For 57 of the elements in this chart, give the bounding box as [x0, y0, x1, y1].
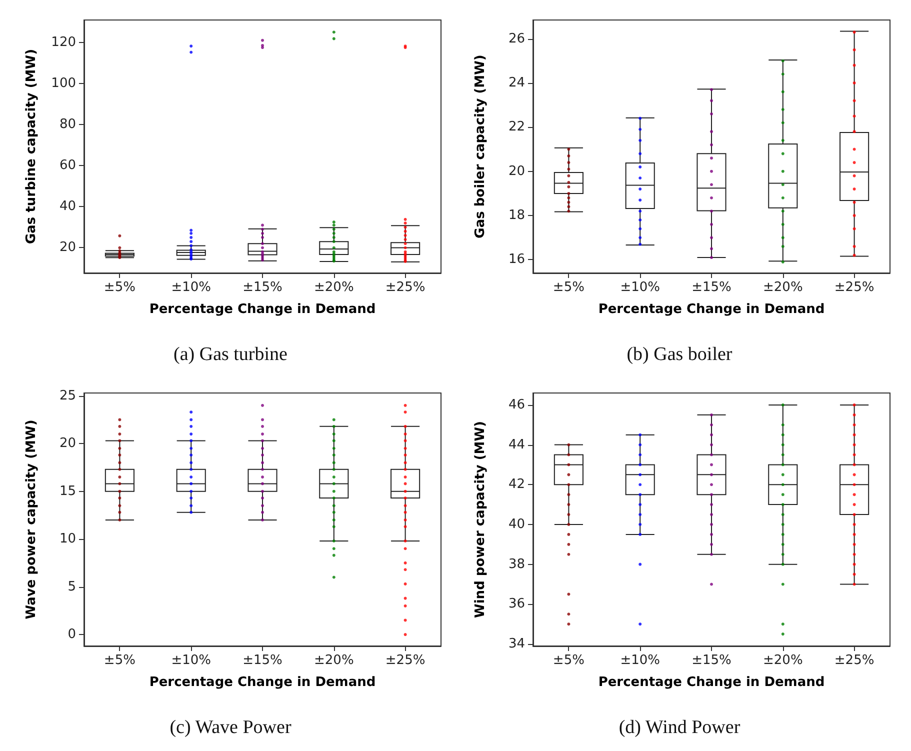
y-tick-label: 15: [59, 484, 76, 499]
y-tick-label: 80: [59, 117, 76, 132]
y-tick-label: 42: [508, 477, 525, 492]
y-tick-label: 20: [508, 164, 525, 179]
y-tick-label: 60: [59, 158, 76, 174]
x-tick-label: ±5%: [552, 653, 584, 668]
x-tick-label: ±20%: [314, 653, 354, 668]
x-tick-label: ±15%: [692, 653, 732, 668]
y-tick-label: 20: [59, 240, 76, 256]
x-tick-label: ±5%: [552, 280, 584, 295]
x-tick-label: ±25%: [834, 653, 874, 668]
x-tick-label: ±15%: [692, 280, 732, 295]
y-axis-title: Gas turbine capacity (MW): [24, 48, 39, 244]
x-tick-label: ±5%: [104, 280, 136, 295]
text: (d) Wind Power: [618, 717, 741, 738]
x-tick-label: ±15%: [242, 653, 282, 668]
x-tick-label: ±10%: [171, 280, 211, 295]
y-tick-label: 20: [59, 436, 76, 452]
y-axis-title: Wave power capacity (MW): [24, 420, 39, 620]
x-tick-label: ±5%: [104, 653, 136, 668]
x-axis-title: Percentage Change in Demand: [598, 302, 825, 317]
x-tick-label: ±25%: [385, 280, 426, 295]
y-tick-label: 40: [59, 199, 76, 214]
y-tick-label: 10: [59, 532, 76, 547]
x-tick-label: ±25%: [834, 280, 874, 295]
y-tick-label: 34: [508, 636, 525, 652]
text: (b) Gas boiler: [626, 344, 733, 365]
y-tick-label: 46: [508, 397, 525, 412]
y-tick-label: 36: [508, 596, 525, 612]
y-tick-label: 40: [508, 516, 525, 532]
x-tick-label: ±20%: [314, 280, 354, 295]
x-tick-label: ±10%: [620, 280, 660, 295]
y-tick-label: 44: [508, 437, 525, 452]
y-tick-label: 100: [51, 76, 76, 91]
x-axis-title: Percentage Change in Demand: [149, 302, 376, 317]
x-axis-title: Percentage Change in Demand: [149, 675, 376, 690]
y-tick-label: 38: [508, 556, 525, 572]
y-tick-label: 26: [508, 31, 525, 46]
y-axis-title: Gas boiler capacity (MW): [473, 54, 488, 238]
y-tick-label: 25: [59, 388, 76, 404]
y-tick-label: 22: [508, 120, 525, 135]
x-tick-label: ±20%: [763, 653, 803, 668]
x-tick-label: ±10%: [620, 653, 660, 668]
x-tick-label: ±25%: [385, 653, 426, 668]
y-tick-label: 120: [51, 34, 76, 50]
x-tick-label: ±10%: [171, 653, 211, 668]
x-tick-label: ±20%: [763, 280, 803, 295]
x-axis-title: Percentage Change in Demand: [598, 675, 825, 690]
y-axis-title: Wind power capacity (MW): [473, 421, 488, 618]
y-tick-label: 16: [508, 252, 525, 268]
text: (a) Gas turbine: [174, 344, 288, 365]
text: (c) Wave Power: [170, 717, 292, 738]
y-tick-label: 18: [508, 208, 525, 224]
x-tick-label: ±15%: [242, 280, 282, 295]
y-tick-label: 24: [508, 75, 525, 90]
y-tick-label: 5: [68, 579, 76, 594]
y-tick-label: 0: [68, 627, 76, 642]
